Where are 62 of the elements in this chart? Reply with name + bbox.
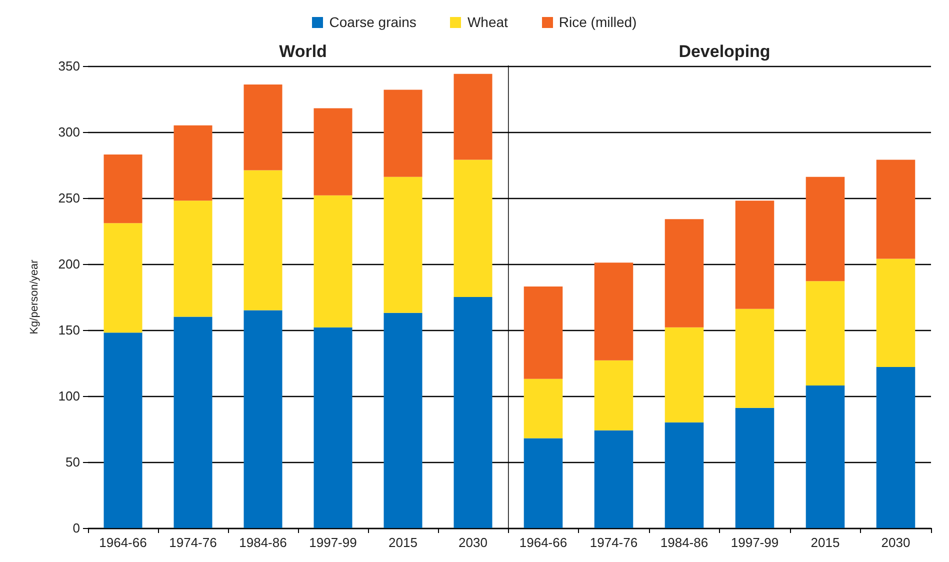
- bar: [594, 430, 634, 528]
- y-tick-label: 350: [58, 58, 80, 74]
- bar: [524, 438, 563, 528]
- y-tick-label: 0: [72, 520, 80, 536]
- bar: [104, 332, 142, 528]
- bar: [876, 258, 916, 367]
- legend-label: Coarse grains: [329, 14, 416, 30]
- bar: [876, 366, 916, 528]
- y-axis-title: Kg/person/year: [28, 259, 40, 334]
- bar: [806, 176, 845, 282]
- y-tick-label: 150: [58, 322, 80, 338]
- bar: [664, 422, 704, 528]
- bar: [735, 408, 774, 528]
- bar: [876, 160, 916, 259]
- bar: [594, 262, 634, 360]
- y-tick-label: 50: [66, 454, 80, 470]
- y-tick-label: 100: [58, 388, 80, 404]
- y-tick-label: 250: [58, 190, 80, 206]
- chart-title: Developing: [678, 42, 770, 61]
- bar: [664, 327, 704, 422]
- bar: [384, 90, 422, 177]
- chart-title: World: [279, 42, 327, 61]
- legend-label: Rice (milled): [558, 14, 637, 30]
- x-tick-label: 1964-66: [519, 535, 568, 550]
- bar: [104, 154, 142, 224]
- x-tick-label: 2030: [881, 535, 910, 550]
- legend-label: Wheat: [467, 14, 508, 30]
- x-tick-label: 1974-76: [590, 535, 638, 550]
- x-tick-label: 1974-76: [169, 535, 217, 550]
- bar: [244, 310, 282, 528]
- bar: [174, 316, 212, 528]
- bar: [524, 286, 563, 379]
- bar: [384, 176, 422, 313]
- x-tick-label: 2030: [458, 535, 488, 550]
- bar: [735, 200, 774, 309]
- x-tick-label: 2015: [810, 535, 840, 550]
- x-tick-label: 2015: [388, 535, 418, 550]
- x-tick-label: 1997-99: [730, 535, 779, 550]
- x-tick-label: 1997-99: [309, 535, 357, 550]
- y-tick-label: 200: [58, 256, 80, 272]
- bar: [244, 170, 282, 310]
- bar: [174, 200, 212, 317]
- y-tick-label: 300: [58, 124, 80, 140]
- x-tick-label: 1984-86: [239, 535, 287, 550]
- bar: [454, 160, 492, 297]
- bar: [594, 360, 634, 430]
- bar: [454, 297, 492, 528]
- bar: [244, 84, 282, 170]
- bar: [384, 312, 422, 528]
- bar: [174, 125, 212, 201]
- bar: [454, 74, 492, 160]
- bar: [664, 219, 704, 328]
- bar: [524, 378, 563, 438]
- bar: [806, 281, 845, 386]
- bar: [104, 223, 142, 333]
- x-tick-label: 1964-66: [99, 535, 147, 550]
- bar: [314, 108, 352, 196]
- bar: [806, 385, 845, 528]
- bar: [314, 327, 352, 528]
- bar: [314, 195, 352, 328]
- x-tick-label: 1984-86: [660, 535, 708, 550]
- bar: [735, 308, 774, 408]
